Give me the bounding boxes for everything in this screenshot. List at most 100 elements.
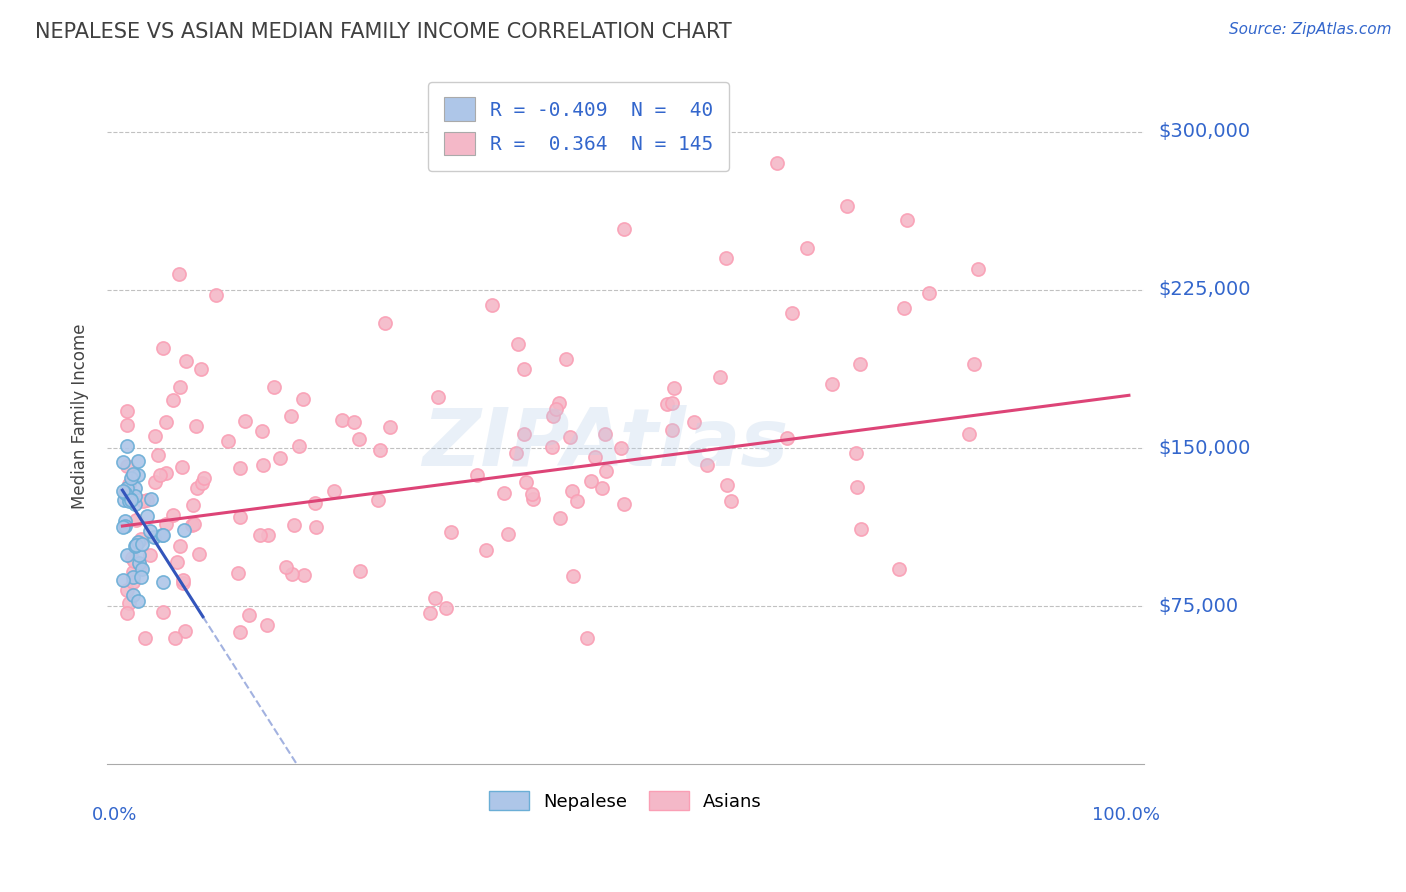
Point: [120, 493, 142, 508]
Point: [835, 198, 858, 212]
Point: [349, 564, 371, 578]
Point: [122, 467, 145, 481]
Point: [512, 427, 534, 442]
Point: [657, 397, 679, 411]
Point: [121, 588, 143, 602]
Point: [238, 608, 260, 623]
Point: [821, 377, 844, 392]
Point: [716, 252, 738, 266]
Point: [128, 548, 150, 562]
Text: ZIPAtlas: ZIPAtlas: [422, 405, 787, 483]
Point: [139, 548, 162, 562]
Legend: Nepalese, Asians: Nepalese, Asians: [482, 783, 769, 818]
Point: [963, 357, 986, 371]
Point: [720, 494, 742, 508]
Point: [848, 357, 870, 371]
Point: [152, 528, 174, 542]
Point: [228, 624, 250, 639]
Point: [124, 497, 146, 511]
Point: [426, 390, 449, 404]
Point: [893, 301, 915, 315]
Point: [117, 485, 139, 500]
Point: [322, 483, 344, 498]
Point: [716, 478, 738, 492]
Point: [117, 606, 139, 620]
Point: [233, 414, 256, 428]
Point: [595, 464, 617, 478]
Point: [515, 475, 537, 490]
Text: 0.0%: 0.0%: [91, 806, 138, 824]
Point: [121, 550, 143, 565]
Point: [845, 445, 868, 459]
Point: [305, 519, 328, 533]
Point: [111, 455, 134, 469]
Point: [419, 606, 441, 620]
Point: [111, 574, 134, 588]
Point: [163, 631, 186, 645]
Point: [121, 575, 143, 590]
Point: [229, 461, 252, 475]
Point: [661, 395, 683, 409]
Point: [152, 342, 174, 356]
Point: [139, 491, 162, 506]
Point: [280, 567, 302, 582]
Point: [181, 498, 204, 512]
Point: [124, 489, 146, 503]
Point: [118, 494, 141, 508]
Point: [440, 525, 463, 540]
Point: [155, 466, 177, 480]
Point: [115, 481, 138, 495]
Text: $150,000: $150,000: [1159, 439, 1250, 458]
Point: [492, 485, 515, 500]
Text: $75,000: $75,000: [1159, 597, 1239, 615]
Point: [505, 446, 527, 460]
Point: [131, 562, 153, 576]
Point: [124, 513, 146, 527]
Point: [115, 548, 138, 562]
Point: [249, 528, 271, 542]
Point: [548, 511, 571, 525]
Point: [896, 213, 918, 227]
Point: [481, 298, 503, 312]
Point: [186, 481, 208, 495]
Point: [380, 420, 402, 434]
Point: [114, 514, 136, 528]
Point: [120, 471, 142, 485]
Point: [115, 439, 138, 453]
Point: [127, 454, 149, 468]
Point: [269, 451, 291, 466]
Point: [122, 565, 145, 579]
Point: [117, 477, 139, 491]
Point: [263, 380, 285, 394]
Point: [696, 458, 718, 472]
Point: [112, 520, 135, 534]
Point: [143, 475, 166, 490]
Point: [612, 497, 634, 511]
Point: [613, 221, 636, 235]
Point: [576, 631, 599, 645]
Point: [127, 534, 149, 549]
Point: [169, 539, 191, 553]
Point: [709, 370, 731, 384]
Point: [610, 441, 633, 455]
Point: [136, 508, 159, 523]
Point: [374, 316, 396, 330]
Point: [292, 567, 315, 582]
Point: [205, 288, 228, 302]
Point: [567, 494, 589, 508]
Point: [155, 516, 177, 531]
Point: [190, 361, 212, 376]
Point: [229, 510, 252, 524]
Point: [887, 562, 910, 576]
Y-axis label: Median Family Income: Median Family Income: [72, 324, 89, 509]
Point: [368, 443, 391, 458]
Point: [172, 573, 194, 587]
Point: [136, 493, 159, 508]
Point: [343, 415, 366, 429]
Point: [782, 306, 804, 320]
Point: [540, 440, 562, 454]
Point: [138, 524, 160, 538]
Point: [918, 285, 941, 300]
Point: [561, 569, 583, 583]
Point: [149, 468, 172, 483]
